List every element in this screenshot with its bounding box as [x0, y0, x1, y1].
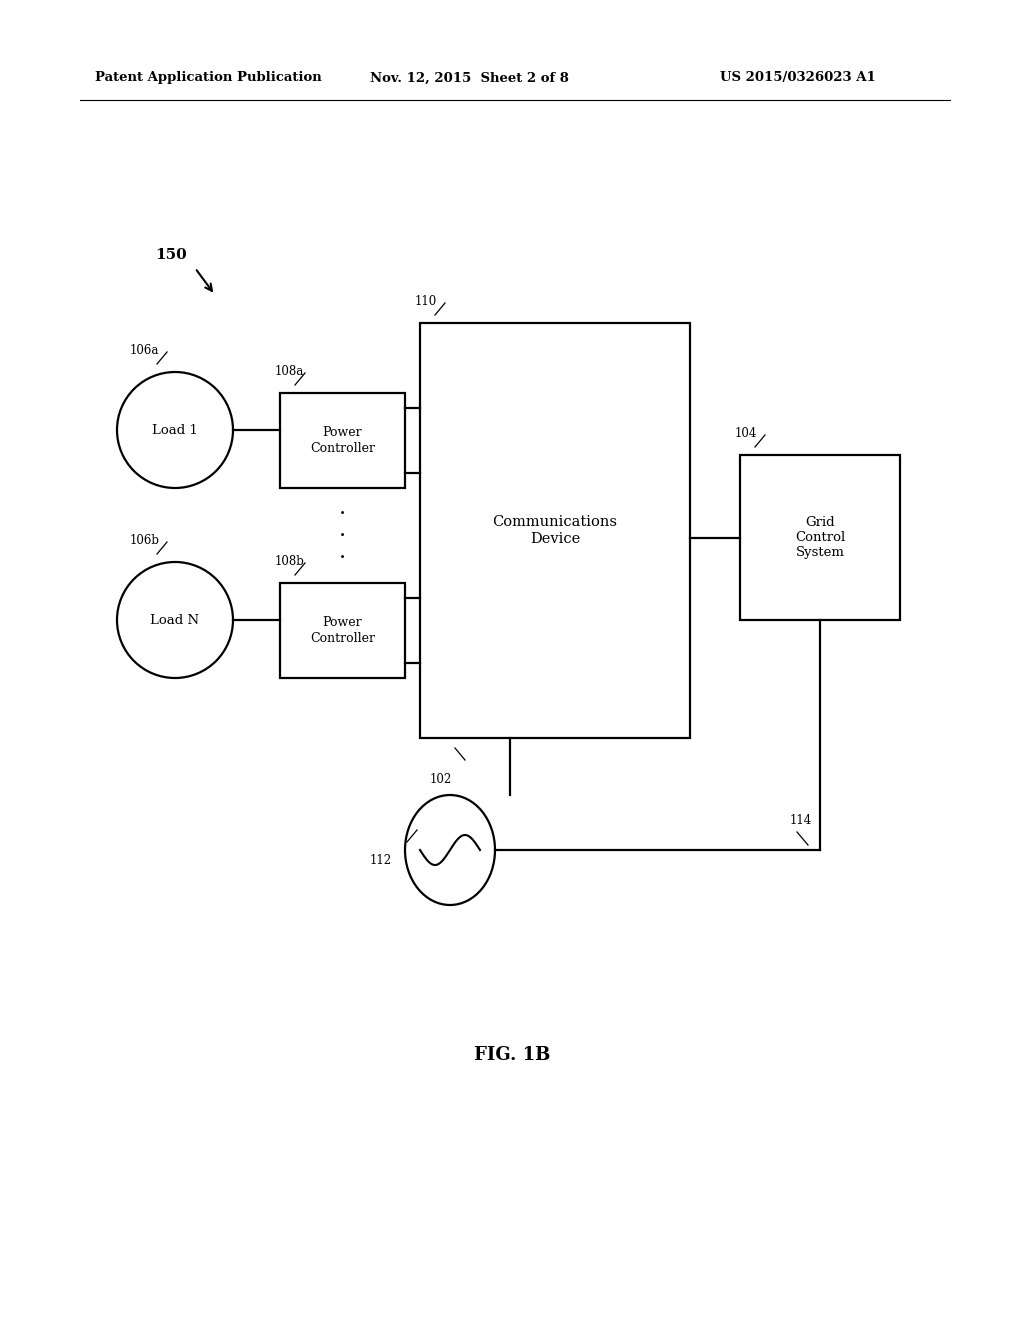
Text: FIG. 1B: FIG. 1B: [474, 1045, 550, 1064]
Text: Power
Controller: Power Controller: [310, 426, 375, 454]
Bar: [280, 393, 406, 488]
Text: Patent Application Publication: Patent Application Publication: [95, 71, 322, 84]
Text: Load 1: Load 1: [152, 424, 198, 437]
Text: Grid
Control
System: Grid Control System: [795, 516, 845, 558]
Text: 112: 112: [370, 854, 392, 866]
Bar: [420, 323, 690, 738]
Text: 110: 110: [415, 294, 437, 308]
Bar: [740, 455, 900, 620]
Text: Communications
Device: Communications Device: [493, 515, 617, 545]
Text: 108b: 108b: [275, 554, 305, 568]
Text: 106b: 106b: [130, 535, 160, 546]
Text: US 2015/0326023 A1: US 2015/0326023 A1: [720, 71, 876, 84]
Text: Power
Controller: Power Controller: [310, 616, 375, 644]
Text: 102: 102: [430, 774, 453, 785]
Text: 104: 104: [735, 426, 758, 440]
Text: Load N: Load N: [151, 614, 200, 627]
Text: 106a: 106a: [130, 345, 160, 356]
Text: 150: 150: [155, 248, 186, 261]
Text: 108a: 108a: [275, 366, 304, 378]
Text: Nov. 12, 2015  Sheet 2 of 8: Nov. 12, 2015 Sheet 2 of 8: [370, 71, 569, 84]
Bar: [280, 583, 406, 678]
Text: 114: 114: [790, 813, 812, 826]
Text: ·
·
·: · · ·: [339, 503, 346, 569]
